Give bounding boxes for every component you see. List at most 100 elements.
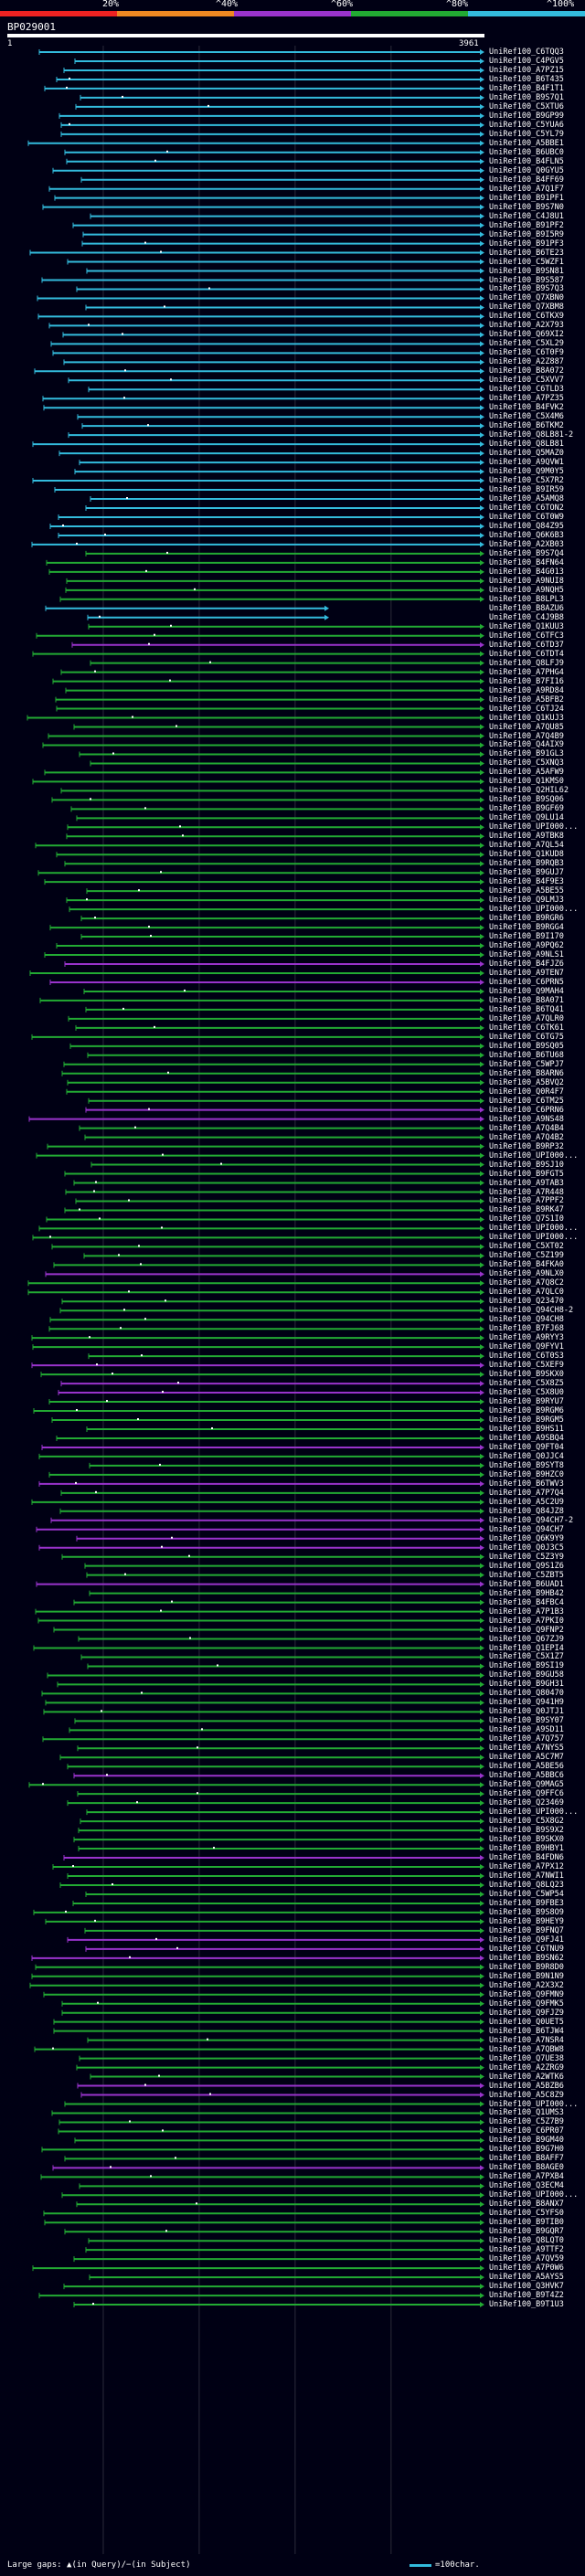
hit-label[interactable]: UniRef100_A2WTK6 bbox=[489, 2072, 564, 2082]
hit-row[interactable] bbox=[69, 1727, 484, 1733]
hit-label[interactable]: UniRef100_A2X3X2 bbox=[489, 1980, 564, 1990]
hit-row[interactable] bbox=[79, 2055, 484, 2062]
hit-row[interactable] bbox=[29, 970, 484, 976]
hit-label[interactable]: UniRef100_B9HEY9 bbox=[489, 1916, 564, 1926]
hit-label[interactable]: UniRef100_C5YUA6 bbox=[489, 120, 564, 130]
hit-label[interactable]: UniRef100_B8ANX7 bbox=[489, 2200, 564, 2210]
hit-label[interactable]: UniRef100_A9TAB3 bbox=[489, 1178, 564, 1188]
hit-row[interactable] bbox=[56, 1435, 484, 1441]
hit-label[interactable]: UniRef100_B9I5R9 bbox=[489, 229, 564, 239]
hit-row[interactable] bbox=[76, 2064, 484, 2071]
hit-label[interactable]: UniRef100_B6TKM2 bbox=[489, 421, 564, 431]
hit-row[interactable] bbox=[61, 1299, 484, 1305]
hit-row[interactable] bbox=[33, 1909, 484, 1915]
hit-row[interactable] bbox=[69, 906, 484, 913]
hit-label[interactable]: UniRef100_Q80470 bbox=[489, 1689, 564, 1699]
hit-row[interactable] bbox=[67, 259, 484, 265]
hit-label[interactable]: UniRef100_A9NS48 bbox=[489, 1114, 564, 1124]
hit-label[interactable]: UniRef100_Q94CH8 bbox=[489, 1315, 564, 1325]
hit-label[interactable]: UniRef100_A7Q1F7 bbox=[489, 184, 564, 194]
hit-label[interactable]: UniRef100_B9S7Q4 bbox=[489, 548, 564, 558]
hit-row[interactable] bbox=[78, 1636, 484, 1642]
hit-label[interactable]: UniRef100_Q8LB81-2 bbox=[489, 430, 574, 440]
hit-row[interactable] bbox=[79, 1125, 484, 1131]
hit-label[interactable]: UniRef100_C6TLD3 bbox=[489, 385, 564, 395]
hit-label[interactable]: UniRef100_B4FF69 bbox=[489, 175, 564, 185]
hit-label[interactable]: UniRef100_A7PPF2 bbox=[489, 1196, 564, 1206]
hit-row[interactable] bbox=[73, 1599, 484, 1606]
hit-row[interactable] bbox=[73, 1180, 484, 1186]
hit-label[interactable]: UniRef100_C5X8Z5 bbox=[489, 1379, 564, 1389]
hit-label[interactable]: UniRef100_C5ZBT5 bbox=[489, 1570, 564, 1580]
hit-row[interactable] bbox=[31, 1499, 484, 1505]
hit-row[interactable] bbox=[38, 2293, 484, 2299]
hit-label[interactable]: UniRef100_A5BBC6 bbox=[489, 1771, 564, 1781]
hit-row[interactable] bbox=[86, 268, 484, 274]
hit-label[interactable]: UniRef100_C5XEF9 bbox=[489, 1361, 564, 1371]
hit-row[interactable] bbox=[34, 2046, 484, 2052]
hit-row[interactable] bbox=[74, 469, 484, 475]
hit-label[interactable]: UniRef100_B6TU68 bbox=[489, 1050, 564, 1060]
hit-row[interactable] bbox=[58, 2119, 484, 2125]
hit-row[interactable] bbox=[59, 1508, 484, 1514]
hit-row[interactable] bbox=[36, 1581, 484, 1587]
hit-row[interactable] bbox=[58, 532, 484, 538]
hit-row[interactable] bbox=[31, 1955, 484, 1961]
hit-label[interactable]: UniRef100_Q4AIX9 bbox=[489, 740, 564, 750]
hit-label[interactable]: UniRef100_A5BVQ2 bbox=[489, 1077, 564, 1087]
hit-row[interactable] bbox=[75, 1198, 484, 1204]
hit-row[interactable] bbox=[64, 2101, 484, 2107]
hit-label[interactable]: UniRef100_B9RGR6 bbox=[489, 914, 564, 924]
hit-row[interactable] bbox=[70, 806, 484, 812]
hit-label[interactable]: UniRef100_Q9LU14 bbox=[489, 813, 564, 823]
hit-row[interactable] bbox=[83, 988, 484, 994]
hit-row[interactable] bbox=[36, 1152, 484, 1159]
hit-label[interactable]: UniRef100_B9RYU7 bbox=[489, 1397, 564, 1407]
hit-label[interactable]: UniRef100_B9SN81 bbox=[489, 266, 564, 276]
hit-row[interactable] bbox=[37, 1617, 484, 1624]
hit-label[interactable]: UniRef100_Q9MAH4 bbox=[489, 986, 564, 996]
hit-row[interactable] bbox=[61, 2192, 484, 2199]
hit-row[interactable] bbox=[38, 1225, 484, 1232]
hit-label[interactable]: UniRef100_Q7S1I0 bbox=[489, 1214, 564, 1224]
hit-row[interactable] bbox=[60, 131, 484, 137]
hit-label[interactable]: UniRef100_Q0GYU5 bbox=[489, 165, 564, 175]
hit-label[interactable]: UniRef100_B9S587 bbox=[489, 275, 564, 285]
hit-row[interactable] bbox=[45, 1918, 484, 1924]
hit-label[interactable]: UniRef100_B9GQR7 bbox=[489, 2227, 564, 2237]
hit-row[interactable] bbox=[48, 733, 484, 739]
hit-label[interactable]: UniRef100_B9RGG4 bbox=[489, 923, 564, 933]
hit-row[interactable] bbox=[43, 1709, 484, 1715]
hit-label[interactable]: UniRef100_Q9S1Z6 bbox=[489, 1561, 564, 1571]
hit-row[interactable] bbox=[52, 1864, 484, 1871]
hit-row[interactable] bbox=[67, 1764, 484, 1770]
hit-row[interactable] bbox=[35, 1608, 484, 1615]
hit-row[interactable] bbox=[69, 1043, 484, 1049]
hit-row[interactable] bbox=[75, 1024, 484, 1031]
hit-row[interactable] bbox=[49, 1317, 484, 1323]
hit-label[interactable]: UniRef100_B9HS11 bbox=[489, 1424, 564, 1434]
hit-row[interactable] bbox=[48, 186, 484, 192]
hit-row[interactable] bbox=[37, 313, 484, 320]
hit-label[interactable]: UniRef100_Q0UET5 bbox=[489, 2017, 564, 2027]
hit-row[interactable] bbox=[74, 58, 484, 64]
hit-row[interactable] bbox=[44, 2220, 484, 2226]
hit-label[interactable]: UniRef100_B6UBC0 bbox=[489, 147, 564, 157]
hit-row[interactable] bbox=[52, 167, 484, 174]
hit-row[interactable] bbox=[28, 1116, 484, 1122]
hit-label[interactable]: UniRef100_B6T435 bbox=[489, 74, 564, 84]
hit-label[interactable]: UniRef100_A7P1B3 bbox=[489, 1606, 564, 1617]
hit-label[interactable]: UniRef100_Q0J3C5 bbox=[489, 1542, 564, 1553]
hit-row[interactable] bbox=[35, 1964, 484, 1970]
hit-label[interactable]: UniRef100_A7QLC0 bbox=[489, 1288, 564, 1298]
hit-label[interactable]: UniRef100_A7PZ35 bbox=[489, 394, 564, 404]
hit-label[interactable]: UniRef100_B4FBC4 bbox=[489, 1597, 564, 1607]
hit-row[interactable] bbox=[60, 1489, 484, 1496]
hit-row[interactable] bbox=[73, 1837, 484, 1843]
hit-label[interactable]: UniRef100_B6TQ41 bbox=[489, 1004, 564, 1014]
hit-row[interactable] bbox=[61, 1553, 484, 1560]
hit-row[interactable] bbox=[59, 1882, 484, 1888]
hit-row[interactable] bbox=[49, 523, 484, 529]
hit-row[interactable] bbox=[73, 724, 484, 730]
hit-row[interactable] bbox=[32, 651, 484, 657]
